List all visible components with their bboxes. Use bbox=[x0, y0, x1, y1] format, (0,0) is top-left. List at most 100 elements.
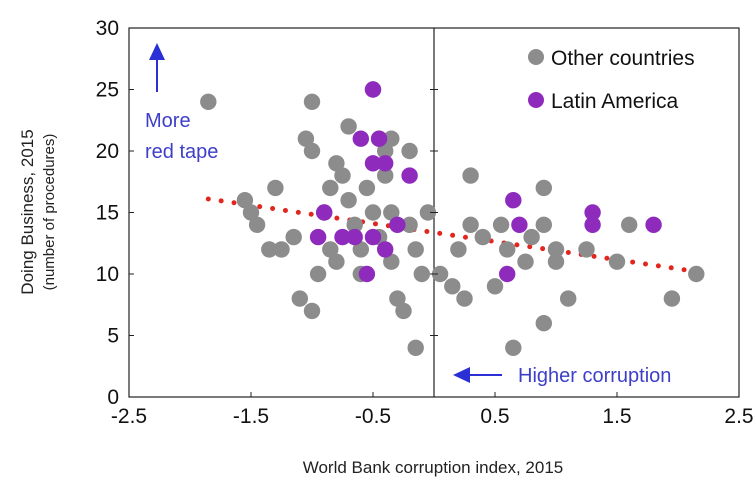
y-tick-label: 10 bbox=[96, 263, 119, 286]
point-other bbox=[492, 216, 510, 233]
x-tick-label: 2.5 bbox=[724, 405, 753, 428]
points-layer bbox=[200, 81, 705, 356]
point-other bbox=[303, 302, 321, 320]
point-other bbox=[688, 265, 705, 283]
point-other bbox=[322, 179, 339, 197]
point-other bbox=[364, 204, 382, 221]
y-axis-subtitle: (number of procedures) bbox=[41, 134, 58, 291]
point-other bbox=[309, 265, 327, 283]
point-other bbox=[407, 241, 424, 258]
point-other bbox=[401, 142, 418, 160]
point-other bbox=[285, 228, 302, 246]
x-tick-label: -0.5 bbox=[355, 405, 391, 428]
point-other bbox=[340, 192, 357, 209]
point-latin-america bbox=[645, 216, 662, 233]
point-other bbox=[236, 192, 254, 209]
left-arrowhead-icon bbox=[453, 367, 470, 383]
point-other bbox=[340, 118, 357, 135]
point-other bbox=[505, 339, 522, 356]
point-other bbox=[517, 253, 534, 270]
point-other bbox=[663, 290, 681, 307]
point-latin-america bbox=[316, 204, 333, 221]
point-latin-america bbox=[346, 228, 363, 246]
point-other bbox=[462, 216, 479, 233]
point-other bbox=[395, 302, 412, 320]
x-tick-label: -2.5 bbox=[111, 405, 147, 428]
annotation-higher-corruption: Higher corruption bbox=[453, 365, 671, 387]
point-other bbox=[621, 216, 638, 233]
y-tick-label: 0 bbox=[107, 386, 119, 409]
point-latin-america bbox=[584, 216, 601, 233]
point-other bbox=[377, 167, 394, 184]
point-other bbox=[273, 241, 290, 258]
point-other bbox=[547, 253, 565, 270]
point-other bbox=[389, 290, 406, 307]
point-other bbox=[291, 290, 308, 307]
annotation-red-tape: red tape bbox=[145, 141, 218, 163]
point-other bbox=[450, 241, 467, 258]
point-other bbox=[486, 278, 504, 295]
point-other bbox=[303, 142, 321, 160]
legend-label-latam: Latin America bbox=[551, 90, 679, 113]
point-other bbox=[358, 179, 376, 197]
y-tick-label: 15 bbox=[96, 202, 119, 225]
point-other bbox=[431, 265, 449, 283]
point-other bbox=[456, 290, 473, 307]
point-other bbox=[608, 253, 626, 270]
point-other bbox=[444, 278, 461, 295]
point-other bbox=[303, 93, 321, 111]
annotation-more-red-tape: More red tape bbox=[145, 43, 218, 163]
point-other bbox=[383, 130, 400, 147]
trendline-layer bbox=[205, 196, 699, 275]
point-other bbox=[328, 155, 345, 172]
point-other bbox=[547, 241, 565, 258]
point-other bbox=[419, 204, 437, 221]
point-other bbox=[322, 241, 339, 258]
point-other bbox=[261, 241, 278, 258]
point-latin-america bbox=[364, 228, 382, 246]
point-other bbox=[535, 315, 552, 332]
point-latin-america bbox=[364, 81, 382, 98]
point-latin-america bbox=[377, 241, 394, 258]
y-axis-title: Doing Business, 2015 bbox=[18, 129, 37, 294]
up-arrowhead-icon bbox=[149, 43, 165, 60]
point-other bbox=[407, 339, 424, 356]
x-tick-label: 1.5 bbox=[602, 405, 631, 428]
point-latin-america bbox=[584, 204, 601, 221]
point-other bbox=[401, 216, 418, 233]
point-latin-america bbox=[511, 216, 528, 233]
point-other bbox=[413, 265, 430, 283]
point-latin-america bbox=[364, 155, 382, 172]
point-other bbox=[377, 142, 394, 160]
point-other bbox=[383, 253, 400, 270]
point-other bbox=[383, 204, 400, 221]
point-latin-america bbox=[370, 130, 388, 147]
point-other bbox=[346, 216, 363, 233]
x-tick-label: -1.5 bbox=[233, 405, 269, 428]
point-other bbox=[499, 241, 516, 258]
point-other bbox=[523, 228, 540, 246]
y-tick-label: 20 bbox=[96, 140, 119, 163]
legend-marker-latam bbox=[528, 92, 544, 108]
annotation-more: More bbox=[145, 110, 191, 132]
annotation-higher-corruption-text: Higher corruption bbox=[518, 365, 671, 387]
point-latin-america bbox=[499, 265, 516, 283]
point-other bbox=[535, 216, 552, 233]
point-other bbox=[560, 290, 577, 307]
point-latin-america bbox=[377, 155, 394, 172]
legend: Other countries Latin America bbox=[528, 47, 695, 113]
y-tick-label: 30 bbox=[96, 17, 119, 40]
point-latin-america bbox=[309, 228, 327, 246]
point-other bbox=[535, 179, 552, 197]
x-axis-title: World Bank corruption index, 2015 bbox=[303, 458, 564, 477]
point-latin-america bbox=[389, 216, 406, 233]
point-other bbox=[297, 130, 315, 147]
trendline bbox=[205, 196, 699, 275]
point-other bbox=[474, 228, 491, 246]
tick-labels: -2.5 -1.5 -0.5 0.5 1.5 2.5 0 5 10 15 20 25 30 bbox=[96, 17, 754, 428]
point-other bbox=[328, 253, 345, 270]
y-tick-label: 25 bbox=[96, 79, 119, 102]
point-other bbox=[242, 204, 260, 221]
point-other bbox=[267, 179, 284, 197]
